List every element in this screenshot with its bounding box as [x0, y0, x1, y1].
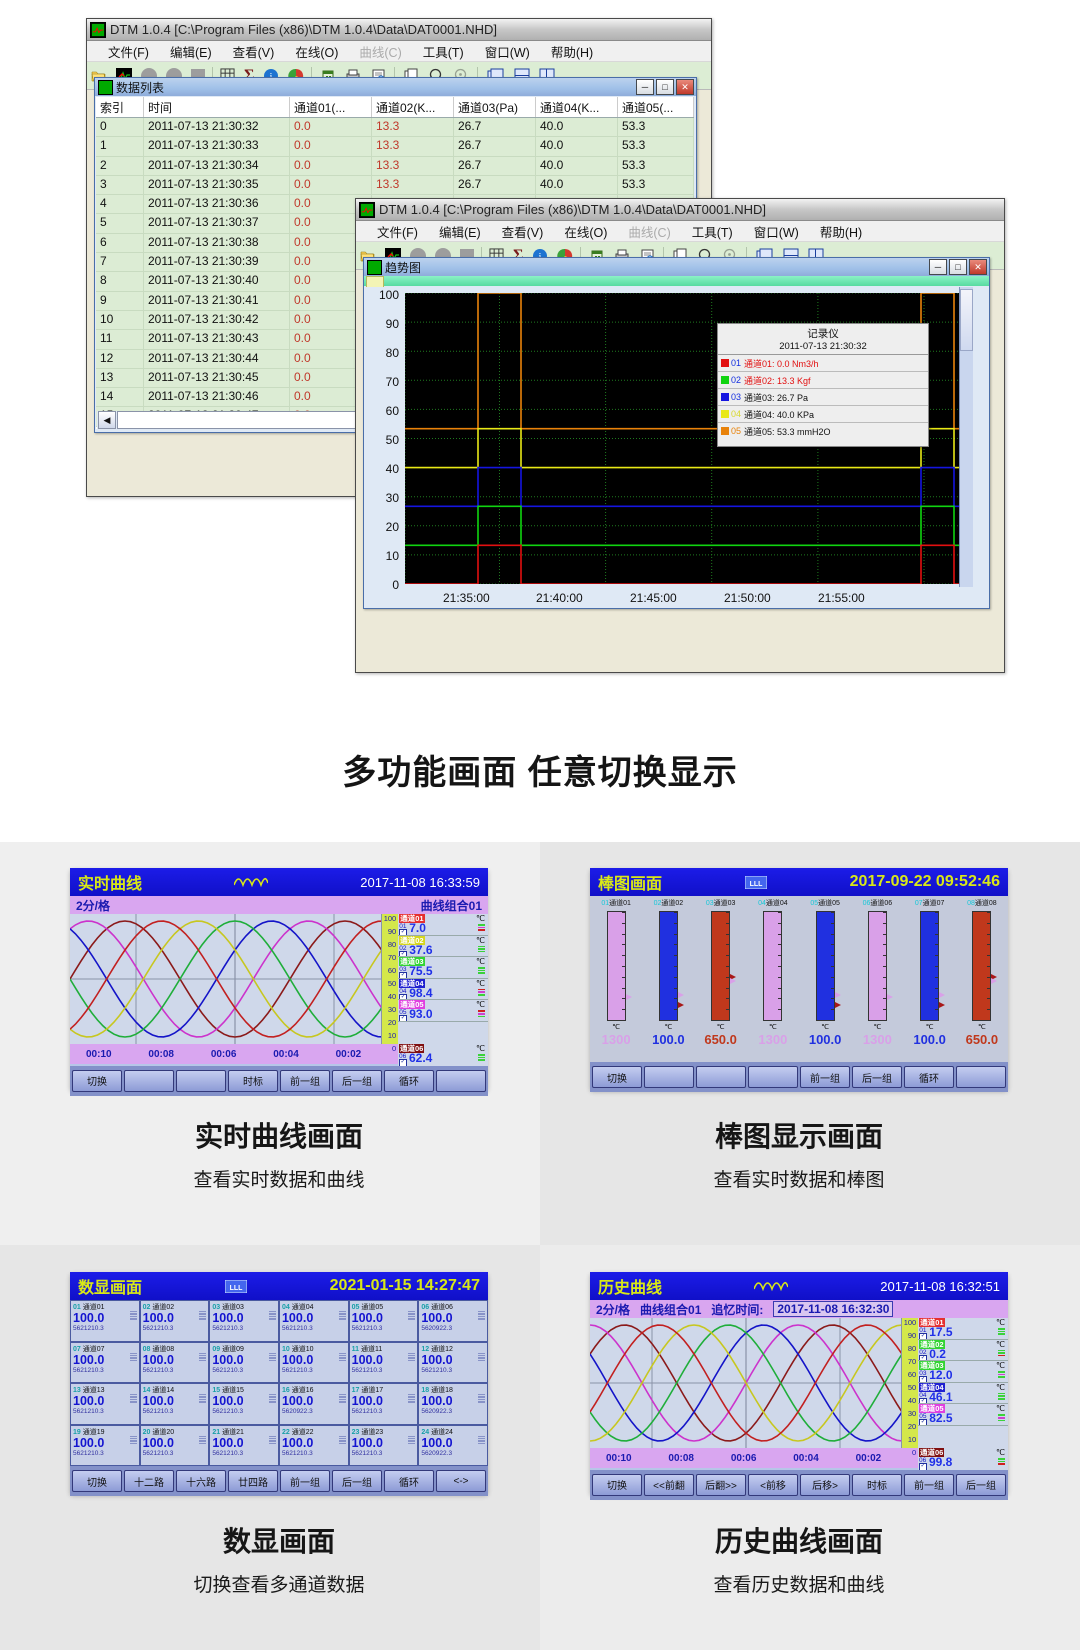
svg-text:LLL: LLL — [229, 1285, 243, 1292]
svg-text:LLL: LLL — [749, 881, 763, 888]
